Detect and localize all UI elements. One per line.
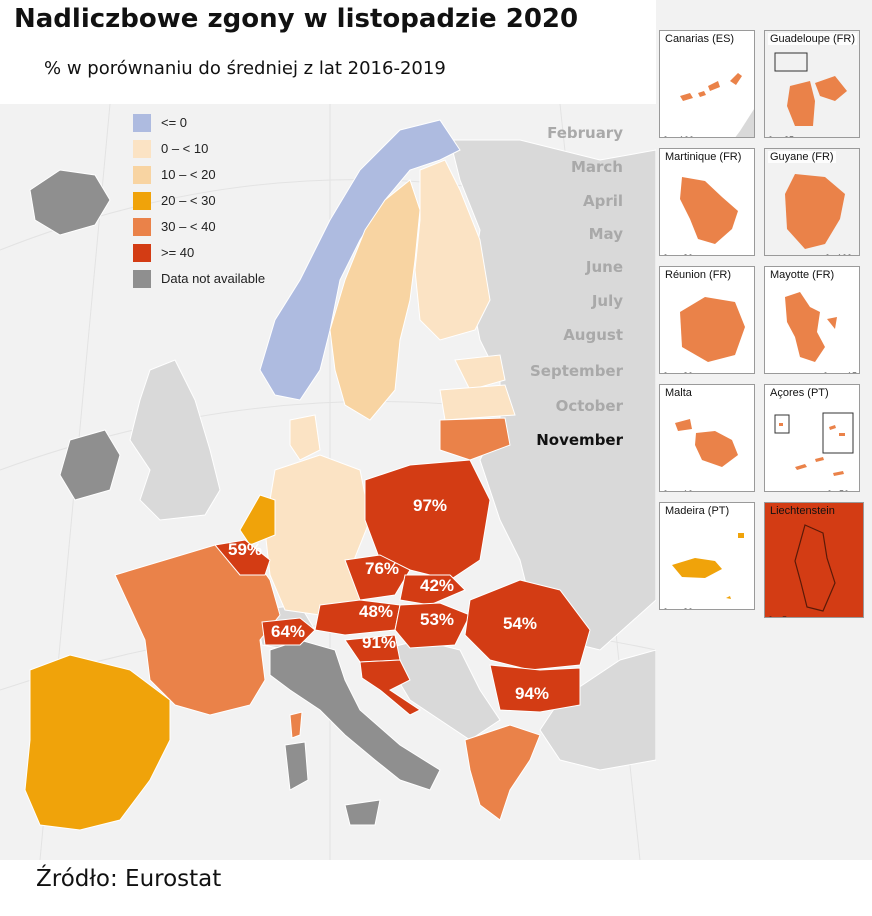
land-iberia: [24, 654, 171, 831]
land-iceland: [29, 169, 111, 236]
land-croatia: [359, 659, 421, 716]
land-corsica: [289, 711, 303, 739]
land-sicily: [344, 799, 381, 826]
land-denmark: [289, 414, 321, 461]
land-norway: [259, 119, 461, 401]
pct-label-slovenia: 91%: [361, 633, 397, 652]
legend-swatch: [133, 192, 151, 210]
land-sardinia: [284, 741, 309, 791]
pct-label-czechia: 76%: [364, 559, 400, 578]
inset-liechtenstein: Liechtenstein 0 5: [764, 502, 864, 618]
map-title: Nadliczbowe zgony w listopadzie 2020: [14, 4, 579, 34]
inset-malta: Malta 0 10: [659, 384, 755, 492]
legend-label: 20 – < 30: [161, 193, 216, 208]
inset-title: Mayotte (FR): [768, 269, 837, 281]
inset-title: Liechtenstein: [770, 505, 835, 517]
inset-canarias: Canarias (ES) 0 100: [659, 30, 755, 138]
month-label: April: [582, 192, 623, 210]
land-czechia: [344, 554, 411, 601]
legend-swatch: [133, 114, 151, 132]
map-subtitle: % w porównaniu do średniej z lat 2016-20…: [44, 58, 446, 79]
inset-shape: [774, 52, 847, 126]
land-hungary: [394, 602, 471, 649]
pct-label-hungary: 53%: [419, 610, 455, 629]
pct-label-bulgaria: 94%: [514, 684, 550, 703]
land-poland: [364, 459, 491, 581]
inset-shape: [680, 297, 745, 362]
pct-label-belgium: 59%: [227, 540, 263, 559]
month-label: June: [585, 258, 623, 276]
inset-shape: [680, 177, 738, 244]
legend-swatch: [133, 218, 151, 236]
land-lithuania: [439, 417, 511, 461]
inset-shape: [785, 292, 837, 362]
inset-madeira: Madeira (PT) 0 20: [659, 502, 755, 610]
month-label: August: [563, 326, 623, 344]
land-uk: [129, 359, 221, 521]
land-bulgaria: [489, 664, 581, 713]
month-label: February: [547, 124, 623, 142]
land-romania: [464, 579, 591, 671]
inset-title: Réunion (FR): [663, 269, 734, 281]
legend-label: >= 40: [161, 245, 195, 260]
inset-title: Açores (PT): [768, 387, 831, 399]
europe-map: [0, 103, 656, 860]
inset-shape: [774, 412, 854, 476]
land-italy-north-red: [261, 617, 316, 646]
inset-title: Canarias (ES): [663, 33, 737, 45]
land-sweden: [329, 179, 421, 421]
inset-shape: [680, 73, 754, 137]
legend-label: Data not available: [161, 271, 266, 286]
month-label: May: [588, 225, 623, 243]
month-label: March: [570, 158, 623, 176]
inset-mayotte: Mayotte (FR) 0 15: [764, 266, 860, 374]
legend-label: 10 – < 20: [161, 167, 216, 182]
inset-title: Madeira (PT): [663, 505, 732, 517]
inset-guyane: Guyane (FR) 0 100: [764, 148, 860, 256]
legend-label: <= 0: [161, 115, 188, 130]
month-label: July: [591, 292, 623, 310]
inset-shape: [785, 174, 845, 249]
inset-shape: [675, 419, 738, 467]
land-estonia: [454, 354, 506, 391]
title-box: Nadliczbowe zgony w listopadzie 2020 % w…: [0, 0, 656, 104]
legend-swatch: [133, 166, 151, 184]
land-latvia: [439, 384, 516, 421]
pct-label-slovakia: 42%: [419, 576, 455, 595]
legend-swatch: [133, 244, 151, 262]
legend-swatch: [133, 140, 151, 158]
month-label-active: November: [536, 431, 623, 449]
land-greece: [464, 724, 541, 821]
legend-swatch: [133, 270, 151, 288]
land-ireland: [59, 429, 121, 501]
month-label: September: [530, 362, 623, 380]
legend-label: 0 – < 10: [161, 141, 209, 156]
pct-label-austria: 48%: [358, 602, 394, 621]
inset-martinique: Martinique (FR) 0 20: [659, 148, 755, 256]
land-turkey: [539, 649, 656, 771]
inset-title: Malta: [663, 387, 694, 399]
inset-title: Guyane (FR): [768, 151, 836, 163]
land-italy: [269, 639, 441, 791]
legend-label: 30 – < 40: [161, 219, 216, 234]
land-belgium: [214, 539, 271, 576]
land-finland: [414, 159, 491, 341]
inset-title: Guadeloupe (FR): [768, 33, 857, 45]
inset-shape: [672, 533, 744, 599]
land-germany: [264, 454, 371, 616]
land-slovakia: [399, 574, 466, 606]
source-note: Źródło: Eurostat: [36, 866, 222, 892]
month-label: October: [555, 397, 623, 415]
inset-reunion: Réunion (FR) 0 20: [659, 266, 755, 374]
pct-label-liechtenstein: 64%: [270, 622, 306, 641]
pct-label-poland: 97%: [412, 496, 448, 515]
pct-label-romania: 54%: [502, 614, 538, 633]
inset-shape: [794, 524, 836, 612]
inset-guadeloupe: Guadeloupe (FR) 0 25: [764, 30, 860, 138]
inset-acores: Açores (PT) 0 50: [764, 384, 860, 492]
map-area: Nadliczbowe zgony w listopadzie 2020 % w…: [0, 0, 872, 860]
inset-title: Martinique (FR): [663, 151, 744, 163]
